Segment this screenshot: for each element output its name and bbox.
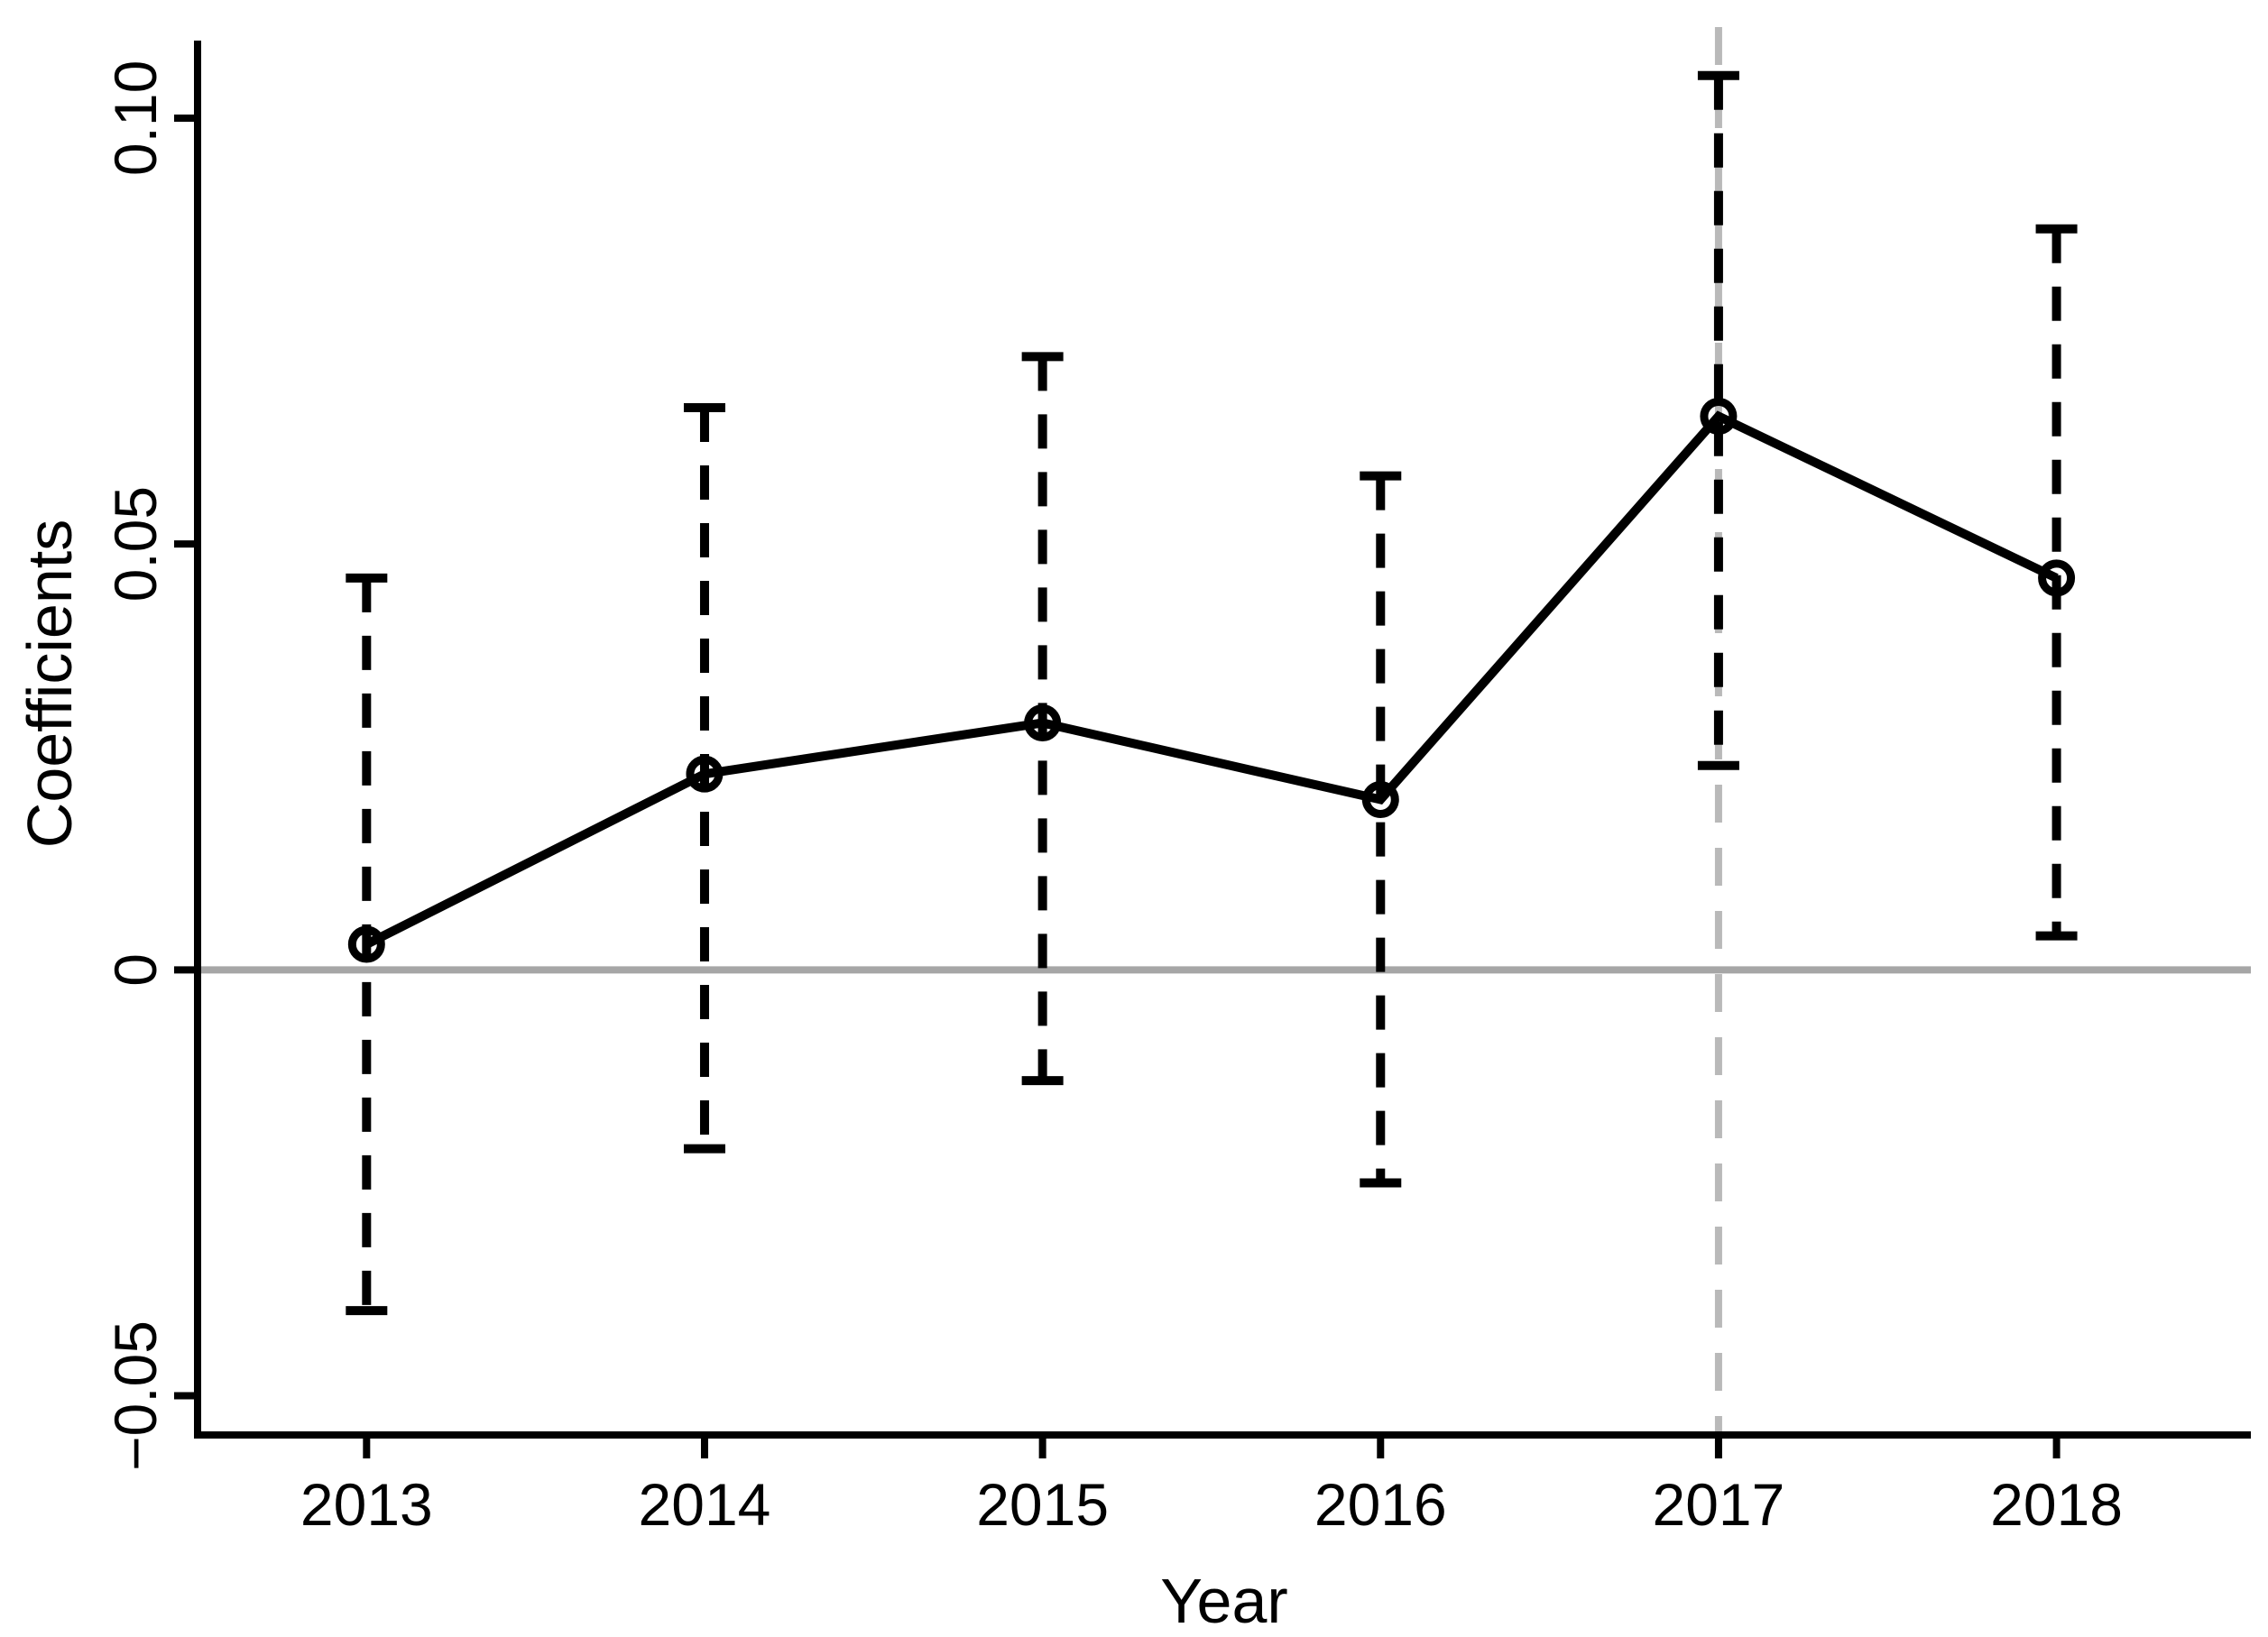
x-tick-label-2015: 2015 xyxy=(976,1471,1109,1538)
axis-lines xyxy=(194,41,2251,1439)
x-axis-title: Year xyxy=(1160,1566,1287,1636)
plot-layer xyxy=(198,27,2251,1435)
y-tick-label-0: 0 xyxy=(102,953,169,987)
x-tick-label-2018: 2018 xyxy=(1990,1471,2123,1538)
axis-layer: −0.05 0 0.05 0.10 2013 2014 2015 2016 2017 2018 xyxy=(102,41,2251,1538)
point-marker-2015 xyxy=(1024,704,1062,741)
y-tick-label--0.05: −0.05 xyxy=(102,1320,169,1471)
point-marker-2017 xyxy=(1700,397,1738,435)
series-line xyxy=(364,410,2059,949)
y-tick-label-0.05: 0.05 xyxy=(102,486,169,602)
ci-bar-2016 xyxy=(1360,471,1402,1188)
y-tick-label-0.1: 0.10 xyxy=(102,60,169,176)
point-marker-2018 xyxy=(2038,559,2076,597)
x-tick-label-2017: 2017 xyxy=(1653,1471,1785,1538)
ci-bar-2017 xyxy=(1697,70,1739,770)
ci-bar-2018 xyxy=(2035,224,2078,941)
point-marker-2014 xyxy=(686,755,724,793)
point-marker-2013 xyxy=(347,925,385,963)
y-axis-title: Coefficients xyxy=(14,520,85,848)
x-tick-label-2014: 2014 xyxy=(639,1471,771,1538)
x-tick-label-2013: 2013 xyxy=(300,1471,433,1538)
x-tick-label-2016: 2016 xyxy=(1314,1471,1447,1538)
point-marker-2016 xyxy=(1361,780,1399,818)
